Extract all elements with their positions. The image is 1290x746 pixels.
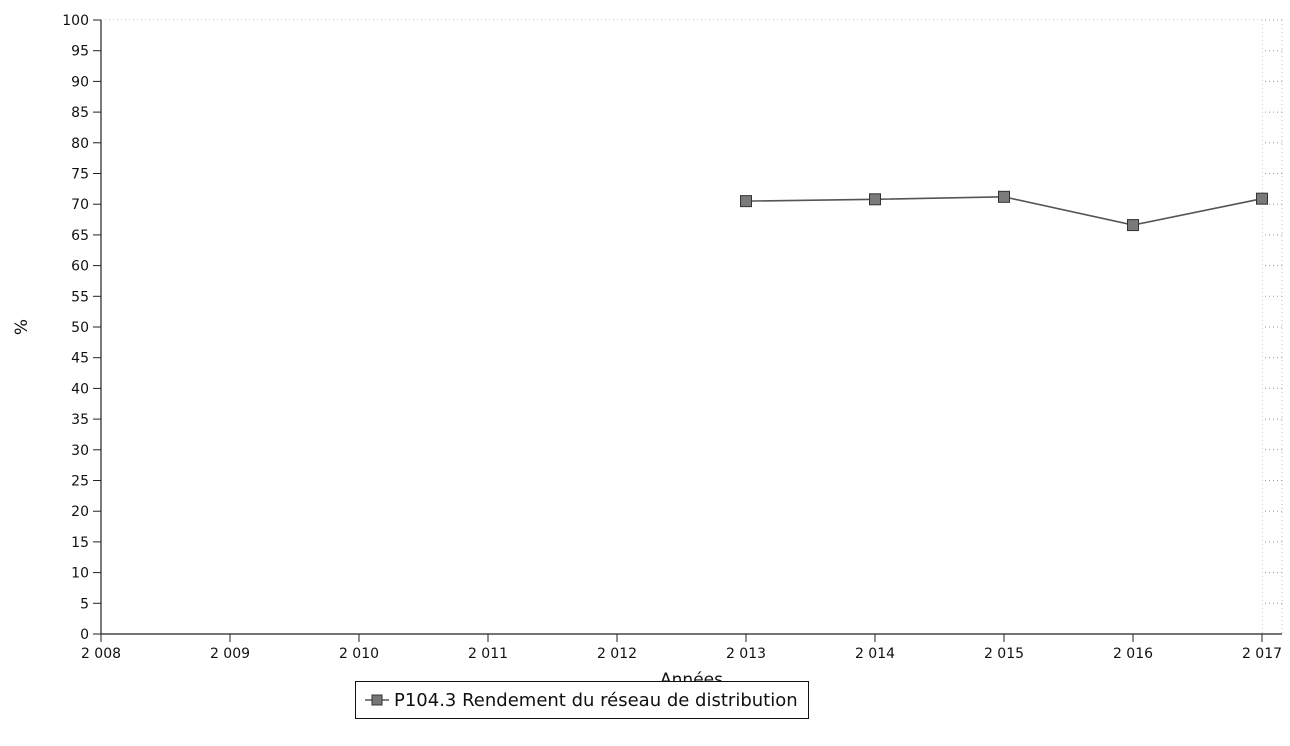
data-point <box>740 195 752 208</box>
y-tick-label: 0 <box>80 627 89 643</box>
y-tick-label: 40 <box>71 381 89 397</box>
y-tick-label: 5 <box>80 596 89 612</box>
data-point <box>1127 219 1139 232</box>
y-tick-label: 35 <box>71 412 89 428</box>
data-point <box>869 193 881 206</box>
x-tick-label: 2 010 <box>339 646 379 662</box>
plot-area <box>101 20 1262 634</box>
x-tick-label: 2 009 <box>210 646 250 662</box>
legend: P104.3 Rendement du réseau de distributi… <box>355 681 809 719</box>
y-tick-label: 25 <box>71 474 89 490</box>
x-tick-label: 2 016 <box>1113 646 1153 662</box>
y-tick-label: 70 <box>71 197 89 213</box>
y-axis-ticks: 0 5 10 15 20 25 30 35 40 45 50 55 60 65 70 75 80 85 90 95 10… <box>62 13 101 643</box>
axes <box>100 20 1282 635</box>
data-point <box>998 190 1010 203</box>
y-axis-title: % <box>12 319 32 335</box>
x-tick-label: 2 011 <box>468 646 508 662</box>
y-tick-label: 20 <box>71 504 89 520</box>
x-tick-label: 2 014 <box>855 646 895 662</box>
x-tick-label: 2 015 <box>984 646 1024 662</box>
y-tick-label: 45 <box>71 351 89 367</box>
y-tick-label: 10 <box>71 566 89 582</box>
legend-label: P104.3 Rendement du réseau de distributi… <box>394 689 798 711</box>
y-tick-label: 30 <box>71 443 89 459</box>
data-point <box>1256 192 1268 205</box>
x-tick-label: 2 008 <box>81 646 121 662</box>
y-tick-label: 60 <box>71 259 89 275</box>
x-tick-label: 2 017 <box>1242 646 1282 662</box>
series-layer <box>740 190 1268 232</box>
y-tick-label: 80 <box>71 136 89 152</box>
x-axis-ticks: 2 008 2 009 2 010 2 011 2 012 2 013 2 014 2 015… <box>81 634 1282 662</box>
x-tick-label: 2 013 <box>726 646 766 662</box>
y-tick-label: 15 <box>71 535 89 551</box>
y-tick-label: 85 <box>71 105 89 121</box>
x-tick-label: 2 012 <box>597 646 637 662</box>
y-tick-label: 65 <box>71 228 89 244</box>
y-tick-label: 75 <box>71 167 89 183</box>
y-tick-label: 55 <box>71 289 89 305</box>
legend-swatch-icon <box>365 694 389 706</box>
y-tick-label: 100 <box>62 13 89 29</box>
y-tick-label: 90 <box>71 74 89 90</box>
y-tick-label: 95 <box>71 44 89 60</box>
y-tick-label: 50 <box>71 320 89 336</box>
